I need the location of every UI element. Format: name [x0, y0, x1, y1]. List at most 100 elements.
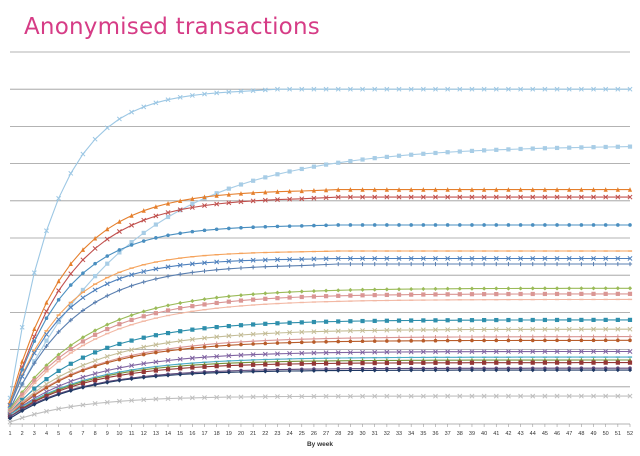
data-point [68, 373, 73, 378]
data-point [190, 304, 195, 309]
data-point [530, 334, 535, 339]
data-point [165, 264, 171, 270]
x-tick-label: 4 [45, 431, 48, 437]
data-point [591, 326, 596, 332]
data-point [506, 334, 511, 339]
data-point [226, 370, 231, 375]
x-axis-ticks: 1 2 3 4 5 6 7 8 9 10 11 12 13 14 15 16 17 18 19 20 21 22 23 24 2… [8, 424, 633, 437]
data-point [591, 145, 596, 150]
data-point [68, 170, 74, 176]
x-tick-label: 50 [603, 431, 609, 437]
data-point [348, 158, 353, 164]
data-point [396, 318, 402, 323]
data-point [372, 360, 377, 366]
data-point [177, 262, 183, 268]
data-point [542, 86, 548, 92]
data-point [177, 338, 183, 344]
data-point [615, 144, 620, 149]
series-19 [7, 360, 633, 419]
data-point [408, 327, 414, 333]
data-point [542, 146, 548, 151]
data-point [20, 367, 24, 372]
data-point [554, 261, 560, 267]
data-point [32, 375, 37, 380]
data-point [274, 330, 280, 336]
data-point [554, 286, 560, 291]
data-point [238, 199, 244, 205]
series-5 [8, 223, 632, 408]
data-point [263, 369, 268, 374]
data-point [153, 100, 159, 106]
series-line [9, 263, 630, 410]
data-point [603, 286, 608, 291]
data-point [299, 340, 304, 345]
data-point [530, 261, 535, 267]
x-tick-label: 10 [116, 431, 122, 437]
data-point [396, 256, 402, 261]
data-point [141, 361, 147, 367]
data-point [530, 367, 535, 373]
data-point [469, 292, 475, 297]
data-point [190, 365, 195, 370]
data-point [299, 393, 305, 399]
data-point [615, 367, 620, 373]
data-point [323, 361, 329, 366]
data-point [457, 349, 463, 355]
data-point [250, 257, 256, 263]
data-point [384, 360, 389, 366]
data-point [567, 360, 572, 365]
data-point [141, 369, 146, 375]
data-point [104, 281, 110, 287]
data-point [481, 327, 487, 332]
data-point [56, 356, 61, 361]
data-point [506, 317, 511, 323]
data-point [214, 193, 219, 198]
data-point [615, 286, 620, 291]
data-point [190, 229, 195, 234]
data-point [445, 349, 451, 355]
x-tick-label: 33 [396, 431, 402, 437]
data-point [165, 396, 171, 402]
data-point [311, 350, 317, 356]
data-point [470, 338, 474, 343]
data-point [542, 286, 548, 291]
data-point [153, 359, 159, 365]
data-point [579, 187, 584, 192]
data-point [250, 394, 256, 400]
data-point [262, 394, 268, 400]
data-point [615, 194, 621, 200]
data-point [129, 371, 134, 376]
data-point [153, 396, 159, 402]
data-point [360, 318, 365, 324]
data-point [445, 393, 451, 399]
data-point [542, 187, 548, 192]
data-point [68, 343, 73, 348]
data-point [19, 373, 25, 379]
data-point [44, 377, 49, 382]
data-point [554, 187, 560, 192]
data-point [482, 334, 487, 340]
data-point [56, 352, 61, 357]
data-point [542, 317, 548, 323]
data-point [19, 415, 25, 421]
data-point [177, 207, 183, 213]
data-point [129, 355, 134, 359]
chart-title: Anonymised transactions [24, 14, 320, 40]
data-point [542, 194, 548, 200]
data-point [603, 86, 609, 92]
data-point [20, 381, 25, 387]
data-point [506, 286, 511, 291]
data-point [542, 349, 548, 354]
series-line [9, 319, 630, 414]
data-point [238, 363, 244, 368]
series-line [9, 350, 630, 416]
data-point [578, 256, 584, 261]
data-point [323, 368, 329, 373]
data-point [603, 334, 608, 339]
data-point [299, 224, 304, 228]
data-point [226, 299, 231, 304]
data-point [530, 338, 535, 343]
data-point [445, 86, 451, 92]
x-tick-label: 42 [505, 431, 511, 437]
data-point [178, 306, 183, 311]
